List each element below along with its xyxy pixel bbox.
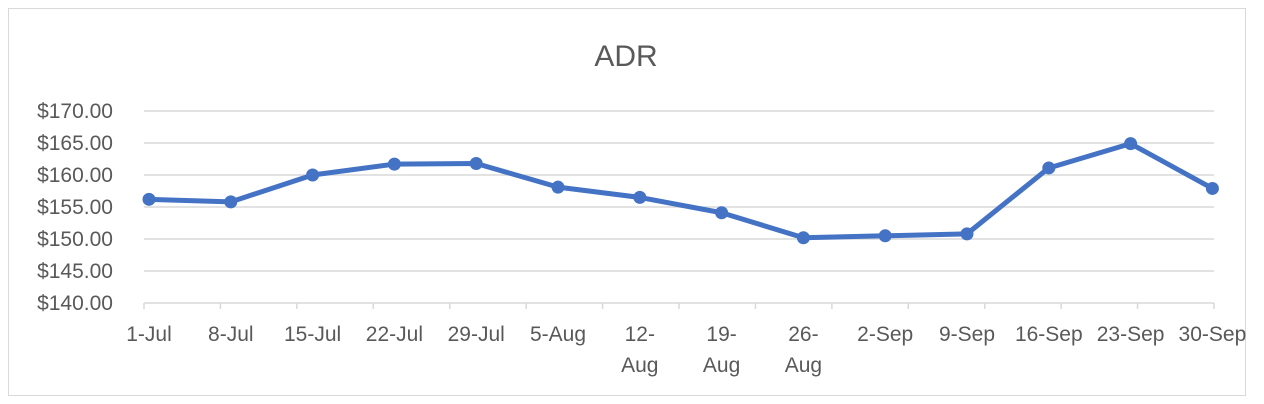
x-tick-label: 26-Aug <box>785 323 822 377</box>
x-axis: 1-Jul 8-Jul 15-Jul 22-Jul 29-Jul 5-Aug 12-Aug 1… <box>126 303 1246 377</box>
series-adr <box>142 137 1219 245</box>
x-tick-label: 9-Sep <box>939 323 995 346</box>
data-point <box>469 156 483 170</box>
data-point <box>142 192 156 206</box>
y-tick-label: $140.00 <box>37 292 113 315</box>
x-tick-label: 29-Jul <box>448 323 505 346</box>
x-tick-label: 5-Aug <box>530 323 586 346</box>
data-point <box>878 229 892 243</box>
x-tick-label: 19-Aug <box>703 323 740 377</box>
y-tick-label: $160.00 <box>37 164 113 187</box>
data-point <box>796 231 810 245</box>
x-tick-label: 16-Sep <box>1015 323 1083 346</box>
x-tick-label: 12-Aug <box>621 323 658 377</box>
data-point <box>1124 137 1138 151</box>
y-tick-label: $150.00 <box>37 228 113 251</box>
x-tick-label: 1-Jul <box>126 323 172 346</box>
data-point <box>715 206 729 220</box>
chart-title: ADR <box>594 40 657 73</box>
x-tick-label: 30-Sep <box>1179 323 1247 346</box>
x-tick-label: 2-Sep <box>857 323 913 346</box>
y-axis: $140.00 $145.00 $150.00 $155.00 $160.00 $165.… <box>37 100 113 315</box>
y-tick-label: $155.00 <box>37 196 113 219</box>
series-line <box>146 141 1215 241</box>
data-point <box>1205 181 1219 195</box>
y-tick-label: $145.00 <box>37 260 113 283</box>
data-point <box>1042 161 1056 175</box>
data-point <box>224 195 238 209</box>
y-tick-label: $165.00 <box>37 132 113 155</box>
data-point <box>960 227 974 241</box>
x-tick-label: 8-Jul <box>208 323 254 346</box>
y-tick-label: $170.00 <box>37 100 113 123</box>
x-tick-label: 22-Jul <box>366 323 423 346</box>
x-tick-label: 15-Jul <box>284 323 341 346</box>
data-point <box>633 190 647 204</box>
data-point <box>306 168 320 182</box>
x-tick-label: 23-Sep <box>1097 323 1165 346</box>
data-point <box>387 157 401 171</box>
data-point <box>551 180 565 194</box>
